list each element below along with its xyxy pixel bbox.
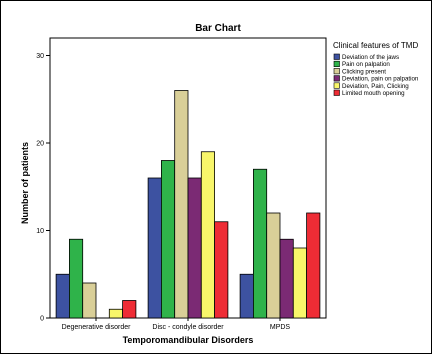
bar: [306, 212, 321, 319]
y-tick-label: 10: [36, 228, 44, 235]
bar: [292, 247, 307, 319]
bar: [160, 160, 176, 319]
x-tick-label: Disc - condyle disorder: [152, 324, 224, 331]
chart-title: Bar Chart: [195, 23, 241, 34]
y-axis-label: Number of patients: [20, 142, 30, 224]
y-tick-label: 0: [40, 316, 44, 323]
legend-swatch: [333, 68, 340, 75]
bar: [239, 273, 254, 319]
bar: [122, 300, 137, 319]
x-tick-label: Degenerative disorder: [62, 324, 132, 331]
legend-item-label: Clicking present: [342, 68, 386, 75]
legend-title: Clinical features of TMD: [333, 41, 418, 50]
bar: [108, 308, 124, 319]
legend-swatch: [333, 75, 340, 82]
bar: [214, 221, 229, 319]
bar: [266, 212, 281, 319]
legend-swatch: [333, 53, 340, 60]
legend-swatch: [333, 82, 340, 89]
legend-item-label: Pain on palpation: [342, 61, 390, 68]
y-tick-label: 30: [36, 53, 44, 60]
bar: [82, 282, 97, 319]
legend-item-label: Limited mouth opening: [342, 90, 405, 97]
bar: [147, 177, 162, 319]
bar: [187, 177, 202, 319]
legend-swatch: [333, 60, 340, 68]
bar: [279, 238, 294, 319]
x-axis-label: Temporomandibular Disorders: [123, 335, 254, 345]
bar: [200, 151, 216, 319]
legend-item-label: Deviation, pain on palpation: [342, 76, 419, 83]
legend-item-label: Deviation of the jaws: [342, 54, 399, 61]
legend-swatch: [333, 89, 340, 96]
y-tick-label: 20: [36, 141, 44, 148]
bar: [252, 168, 268, 319]
plot-area: 0 10 20 30 Degenerative disorder Disc - condy…: [36, 37, 327, 331]
bar: [69, 238, 84, 319]
bar: [174, 90, 189, 319]
legend-item-label: Deviation, Pain, Clicking: [342, 83, 409, 90]
x-tick-label: MPDS: [270, 324, 291, 331]
bar: [55, 273, 70, 319]
